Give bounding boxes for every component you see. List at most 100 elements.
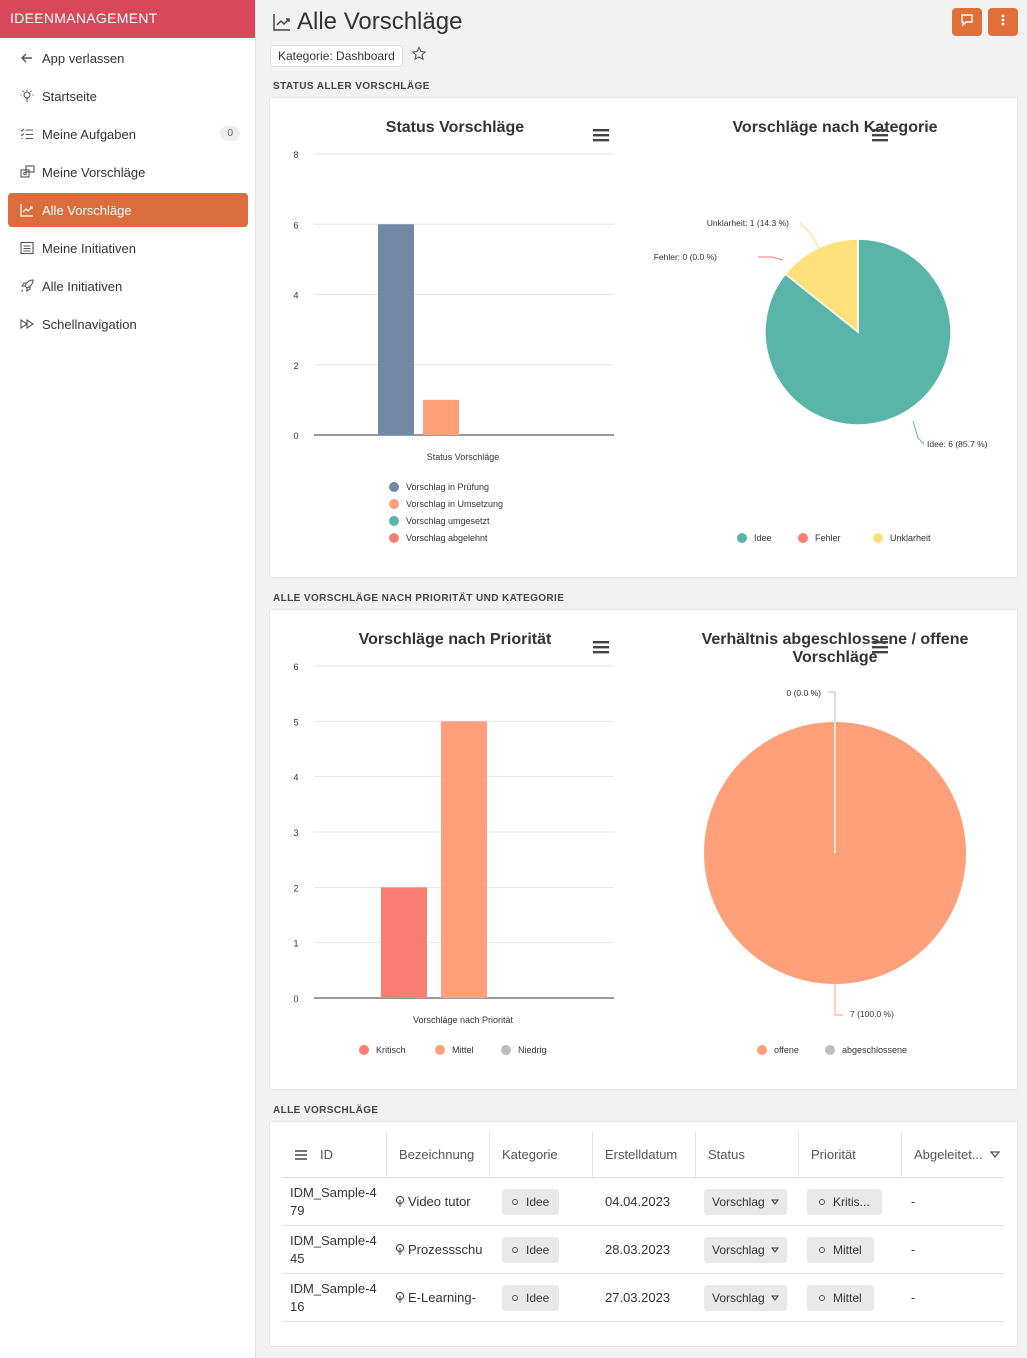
y-tick-label: 2: [293, 361, 298, 371]
fast-forward-icon: [18, 315, 36, 333]
column-label: Kategorie: [502, 1147, 558, 1162]
sidebar-item-label: Startseite: [42, 88, 97, 104]
legend-marker: [798, 533, 808, 543]
lightbulb-icon: [395, 1195, 405, 1208]
sidebar-item-schellnavigation[interactable]: Schellnavigation: [8, 307, 248, 341]
sidebar-item-label: App verlassen: [42, 50, 125, 66]
bar: [423, 399, 459, 435]
sidebar-item-alle-vorschlaege[interactable]: Alle Vorschläge: [8, 193, 248, 227]
status-charts-card: Status Vorschläge 0 2 4 6 8 Status Vorschläge V…: [269, 97, 1018, 578]
chevron-down-icon[interactable]: [989, 1147, 1001, 1162]
chart-menu-icon[interactable]: [593, 641, 609, 654]
sidebar-item-meine-vorschlaege[interactable]: Meine Vorschläge: [8, 155, 248, 189]
table-row[interactable]: IDM_Sample-4 45 Prozessschu Idee 28.03.2023 V…: [282, 1226, 1004, 1274]
column-label: ID: [320, 1147, 333, 1162]
cell-id-line: 16: [290, 1298, 305, 1314]
cell-id: IDM_Sample-4 16: [282, 1280, 387, 1316]
table-body: IDM_Sample-4 79 Video tutor Idee 04.04.2023 V…: [282, 1178, 1004, 1322]
cell-name[interactable]: E-Learning-: [387, 1290, 490, 1305]
y-tick-label: 5: [293, 717, 298, 727]
cell-date: 04.04.2023: [593, 1194, 696, 1209]
column-label: Erstelldatum: [605, 1147, 678, 1162]
column-header-kategorie[interactable]: Kategorie: [490, 1131, 593, 1178]
data-label: 7 (100.0 %): [850, 1009, 894, 1019]
cell-name[interactable]: Prozessschu: [387, 1242, 490, 1257]
priority-tag: Kritis...: [807, 1188, 882, 1215]
suggestions-table-card: ID Bezeichnung Kategorie Erstelldatum St…: [269, 1121, 1018, 1347]
priority-text: Kritis...: [833, 1194, 870, 1209]
legend-marker: [389, 533, 399, 543]
arrow-left-icon: [18, 49, 36, 67]
cell-id-line: IDM_Sample-4: [290, 1184, 377, 1200]
column-header-id[interactable]: ID: [282, 1131, 387, 1178]
table-row[interactable]: IDM_Sample-4 16 E-Learning- Idee 27.03.2023 V…: [282, 1274, 1004, 1322]
column-header-status[interactable]: Status: [696, 1131, 799, 1178]
sidebar-item-meine-initiativen[interactable]: Meine Initiativen: [8, 231, 248, 265]
column-header-abgeleitet[interactable]: Abgeleitet...: [902, 1132, 1004, 1178]
date-text: 28.03.2023: [605, 1242, 671, 1257]
legend-label: Kritisch: [376, 1045, 406, 1055]
priority-bar-chart: Vorschläge nach Priorität 0 1 2 3 4 5 6 Vorschlä…: [293, 631, 614, 1055]
bar: [378, 224, 414, 435]
breadcrumb: Kategorie: Dashboard: [270, 45, 427, 67]
cell-derived: -: [902, 1242, 1004, 1257]
sidebar-item-app-verlassen[interactable]: App verlassen: [8, 41, 248, 75]
chart-title: Verhältnis abgeschlossene / offene: [702, 631, 969, 648]
status-dropdown[interactable]: Vorschlag: [704, 1236, 787, 1263]
app-brand: IDEENMANAGEMENT: [0, 0, 255, 38]
rocket-icon: [18, 277, 36, 295]
chart-menu-icon[interactable]: [872, 129, 888, 142]
category-tag: Idee: [502, 1284, 560, 1311]
sidebar-item-alle-initiativen[interactable]: Alle Initiativen: [8, 269, 248, 303]
chart-title: Vorschläge nach Priorität: [359, 631, 552, 648]
table-row[interactable]: IDM_Sample-4 79 Video tutor Idee 04.04.2023 V…: [282, 1178, 1004, 1226]
sidebar-item-startseite[interactable]: Startseite: [8, 79, 248, 113]
cell-name-text: Prozessschu: [408, 1242, 483, 1257]
cell-id-line: IDM_Sample-4: [290, 1280, 377, 1296]
comment-icon: [960, 13, 974, 32]
sidebar-item-label: Meine Vorschläge: [42, 164, 146, 180]
column-menu-icon[interactable]: [294, 1149, 308, 1161]
data-label: 0 (0.0 %): [787, 688, 822, 698]
y-tick-label: 6: [293, 220, 298, 230]
derived-text: -: [911, 1194, 916, 1209]
legend-marker: [389, 499, 399, 509]
cell-priority: Kritis...: [799, 1188, 902, 1215]
comment-button[interactable]: [952, 8, 982, 36]
sidebar-item-meine-aufgaben[interactable]: Meine Aufgaben 0: [8, 117, 248, 151]
status-dropdown[interactable]: Vorschlag: [704, 1188, 787, 1215]
legend-marker: [757, 1045, 767, 1055]
cell-category: Idee: [490, 1188, 593, 1215]
tasks-icon: [18, 125, 36, 143]
cell-name[interactable]: Video tutor: [387, 1194, 490, 1209]
x-axis-label: Status Vorschläge: [427, 452, 500, 462]
page-header: Alle Vorschläge: [272, 8, 462, 36]
data-label-connector: [799, 222, 821, 251]
category-pie-chart: Vorschläge nach Kategorie Idee: 6 (85.7 %…: [654, 119, 988, 543]
column-header-prioritaet[interactable]: Priorität: [799, 1131, 902, 1178]
category-tag: Idee: [502, 1236, 560, 1263]
y-tick-label: 2: [293, 883, 298, 893]
data-label-connector: [758, 256, 784, 261]
more-options-button[interactable]: [988, 8, 1018, 36]
legend-label: Fehler: [815, 533, 841, 543]
star-icon[interactable]: [411, 45, 427, 67]
column-header-erstelldatum[interactable]: Erstelldatum: [593, 1131, 696, 1178]
cell-status[interactable]: Vorschlag: [696, 1236, 799, 1263]
cell-name-text: Video tutor: [408, 1194, 471, 1209]
section-title-priority: ALLE VORSCHLÄGE NACH PRIORITÄT UND KATEG…: [273, 593, 565, 604]
legend-label: abgeschlossene: [842, 1045, 907, 1055]
column-header-bezeichnung[interactable]: Bezeichnung: [387, 1131, 490, 1178]
status-text: Vorschlag: [712, 1242, 765, 1257]
sidebar-nav: App verlassen Startseite Meine Aufgaben …: [0, 41, 256, 345]
column-label: Bezeichnung: [399, 1147, 475, 1162]
cell-category: Idee: [490, 1284, 593, 1311]
legend-label: Vorschlag umgesetzt: [406, 516, 490, 526]
cell-status[interactable]: Vorschlag: [696, 1284, 799, 1311]
chart-menu-icon[interactable]: [872, 641, 888, 654]
cell-status[interactable]: Vorschlag: [696, 1188, 799, 1215]
chart-menu-icon[interactable]: [593, 129, 609, 142]
category-chip[interactable]: Kategorie: Dashboard: [270, 45, 403, 67]
status-dropdown[interactable]: Vorschlag: [704, 1284, 787, 1311]
date-text: 04.04.2023: [605, 1194, 671, 1209]
